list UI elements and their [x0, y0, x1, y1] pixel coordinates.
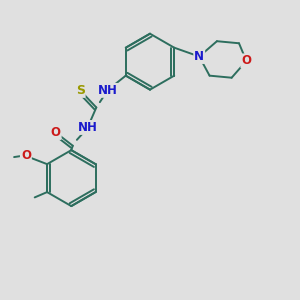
Text: S: S — [76, 84, 85, 97]
Text: N: N — [194, 50, 204, 63]
Text: NH: NH — [78, 121, 98, 134]
Text: O: O — [21, 149, 31, 162]
Text: O: O — [51, 126, 61, 139]
Text: O: O — [242, 54, 251, 68]
Text: NH: NH — [98, 84, 118, 97]
